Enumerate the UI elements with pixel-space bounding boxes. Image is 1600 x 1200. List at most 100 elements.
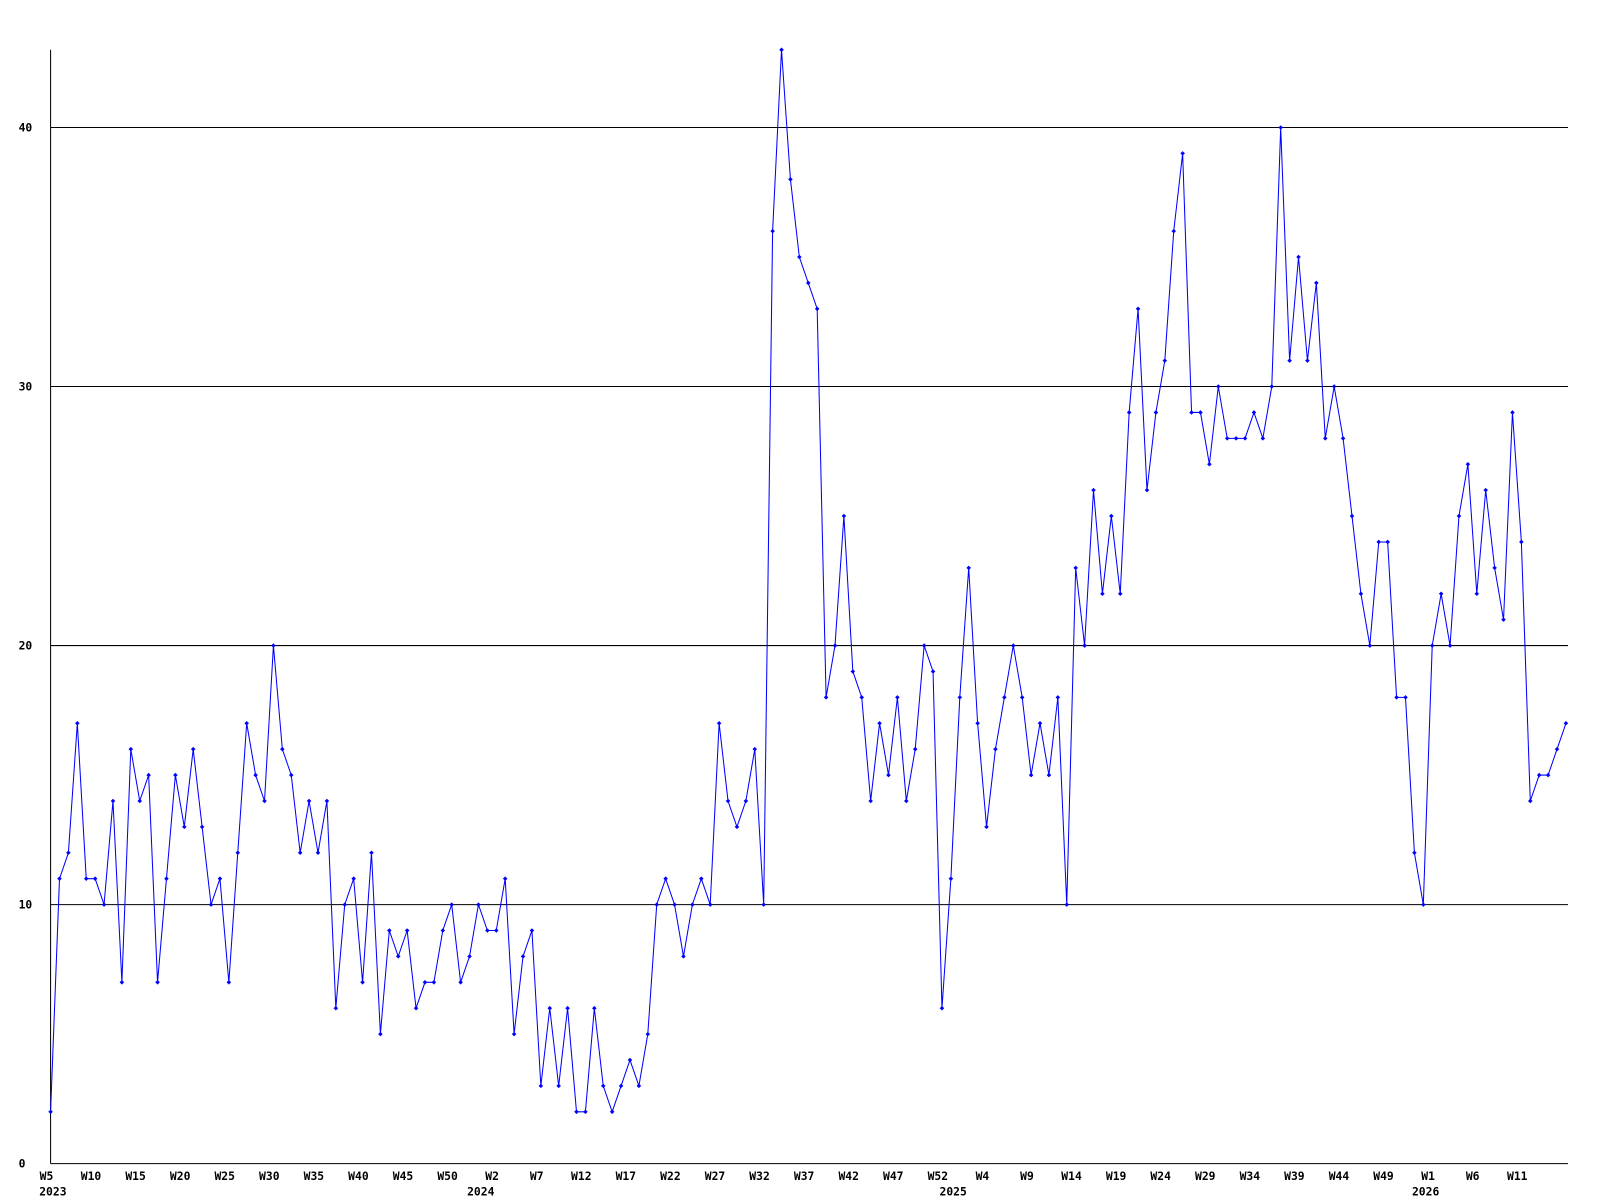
point-marker — [1100, 591, 1105, 597]
point-marker — [1073, 565, 1078, 571]
point-marker — [92, 876, 98, 881]
point-marker — [333, 1005, 339, 1011]
point-marker — [1447, 643, 1453, 648]
point-marker — [262, 798, 267, 804]
y-tick-label: 30 — [19, 380, 33, 394]
point-marker — [1429, 643, 1435, 648]
point-marker — [743, 798, 749, 804]
point-marker — [110, 798, 116, 804]
x-tick-label: W22 — [660, 1169, 681, 1183]
point-marker — [1028, 772, 1034, 778]
point-marker — [1349, 513, 1355, 519]
point-marker — [413, 1005, 419, 1011]
x-tick-label: W50 — [437, 1169, 458, 1183]
point-marker — [1465, 461, 1471, 467]
point-marker — [128, 746, 134, 752]
point-marker — [395, 954, 401, 959]
point-marker — [431, 980, 437, 985]
point-marker — [645, 1031, 651, 1037]
x-tick-label: W17 — [616, 1169, 637, 1183]
point-marker — [173, 772, 178, 778]
x-tick-label: W15 — [125, 1169, 146, 1183]
x-tick-label: W1 — [1421, 1169, 1435, 1183]
point-marker — [1492, 565, 1497, 571]
point-marker — [306, 798, 312, 804]
point-marker — [502, 876, 508, 881]
point-marker — [574, 1109, 579, 1115]
point-marker — [592, 1005, 597, 1011]
point-marker — [1421, 902, 1426, 907]
x-tick-label: W7 — [530, 1169, 544, 1183]
point-marker — [948, 876, 954, 881]
point-marker — [315, 850, 321, 856]
point-marker — [547, 1005, 553, 1011]
x-tick-label: W5 — [40, 1169, 54, 1183]
x-tick-label: W4 — [976, 1169, 990, 1183]
point-marker — [583, 1109, 588, 1115]
point-marker — [164, 876, 169, 881]
point-marker — [83, 876, 89, 881]
point-marker — [208, 902, 214, 907]
point-marker — [600, 1083, 606, 1089]
point-marker — [217, 876, 223, 881]
point-marker — [725, 798, 731, 804]
point-marker — [351, 876, 356, 881]
x-tick-label: W2 — [485, 1169, 499, 1183]
point-marker — [324, 798, 330, 804]
point-marker — [511, 1031, 517, 1037]
point-marker — [146, 772, 151, 778]
point-marker — [199, 824, 205, 830]
year-label: 2023 — [39, 1185, 66, 1199]
point-marker — [752, 746, 758, 752]
point-marker — [850, 669, 856, 674]
point-marker — [654, 902, 659, 907]
x-tick-label: W37 — [794, 1169, 815, 1183]
point-marker — [868, 798, 873, 804]
point-marker — [190, 746, 196, 752]
point-marker — [1322, 436, 1328, 441]
point-marker — [1528, 798, 1533, 804]
point-marker — [244, 720, 249, 726]
x-tick-label: W42 — [838, 1169, 859, 1183]
point-marker — [422, 980, 428, 985]
point-marker — [1207, 461, 1212, 467]
point-marker — [280, 746, 285, 752]
point-marker — [1055, 695, 1061, 700]
point-marker — [1144, 487, 1150, 493]
point-marker — [155, 980, 160, 985]
year-label: 2026 — [1412, 1185, 1439, 1199]
point-marker — [378, 1031, 383, 1037]
point-marker — [690, 902, 695, 907]
point-marker — [1019, 695, 1025, 700]
point-marker — [939, 1005, 945, 1011]
point-marker — [1233, 436, 1239, 441]
point-marker — [609, 1109, 615, 1115]
point-marker — [1536, 772, 1542, 778]
y-tick-label: 40 — [19, 121, 33, 135]
x-tick-label: W39 — [1284, 1169, 1305, 1183]
point-marker — [734, 824, 740, 830]
point-marker — [458, 980, 463, 985]
point-marker — [1376, 539, 1382, 545]
point-marker — [360, 980, 365, 985]
point-marker — [1242, 436, 1248, 441]
point-marker — [716, 720, 722, 726]
point-marker — [235, 850, 241, 856]
point-marker — [699, 876, 704, 881]
point-marker — [297, 850, 303, 856]
point-marker — [966, 565, 971, 571]
point-marker — [1260, 436, 1266, 441]
x-tick-label: W9 — [1020, 1169, 1034, 1183]
point-marker — [1483, 487, 1488, 493]
x-tick-label: W12 — [571, 1169, 592, 1183]
point-marker — [912, 746, 918, 752]
point-marker — [1135, 306, 1141, 312]
point-marker — [1305, 358, 1310, 363]
point-marker — [1545, 772, 1551, 778]
point-marker — [1037, 720, 1043, 726]
point-marker — [182, 824, 187, 830]
point-marker — [1563, 720, 1569, 726]
point-marker — [904, 798, 909, 804]
point-marker — [485, 928, 490, 933]
point-marker — [1046, 772, 1052, 778]
